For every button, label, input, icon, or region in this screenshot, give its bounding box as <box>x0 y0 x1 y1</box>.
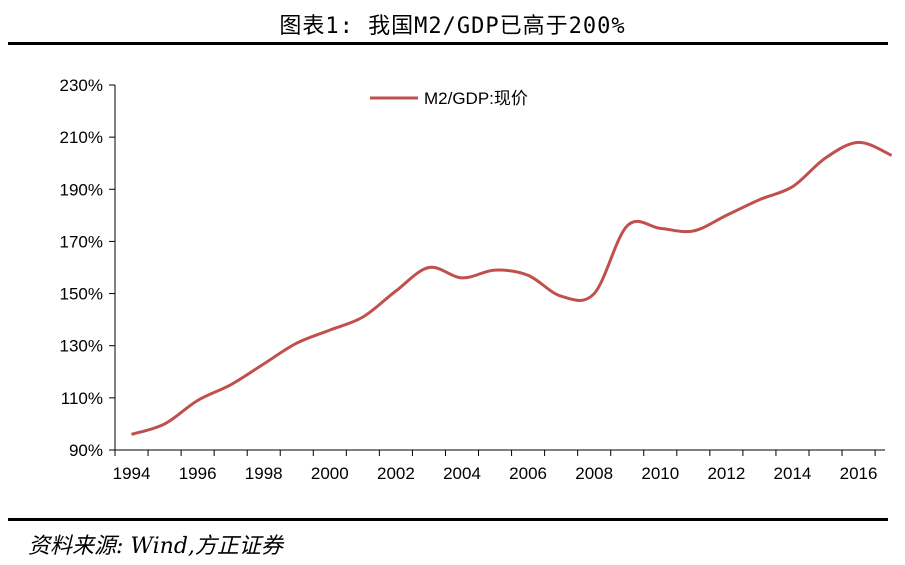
y-tick-label: 150% <box>60 285 103 304</box>
x-tick-label: 2008 <box>575 464 613 483</box>
x-tick-label: 2014 <box>774 464 812 483</box>
legend-label: M2/GDP:现价 <box>424 89 528 108</box>
x-tick-label: 1994 <box>113 464 151 483</box>
y-tick-label: 90% <box>69 441 103 460</box>
y-tick-label: 230% <box>60 76 103 95</box>
bottom-rule <box>8 518 888 521</box>
series-line <box>131 140 893 436</box>
y-axis-ticks: 90% 110% 130% 150% 170% 190% 210% 230% <box>60 76 115 460</box>
source-note: 资料来源: Wind,方正证券 <box>28 534 283 559</box>
x-tick-label: 2004 <box>443 464 481 483</box>
line-chart: 90% 110% 130% 150% 170% 190% 210% 230% 1994 1996… <box>60 76 893 483</box>
top-rule <box>8 42 888 45</box>
x-tick-label: 2006 <box>509 464 547 483</box>
y-tick-label: 190% <box>60 180 103 199</box>
x-tick-label: 2012 <box>707 464 745 483</box>
y-tick-label: 170% <box>60 232 103 251</box>
x-tick-label: 2000 <box>311 464 349 483</box>
x-tick-label: 2002 <box>377 464 415 483</box>
chart-title: 图表1: 我国M2/GDP已高于200% <box>279 14 626 39</box>
legend: M2/GDP:现价 <box>370 89 528 108</box>
y-tick-label: 130% <box>60 337 103 356</box>
x-tick-label: 2016 <box>840 464 878 483</box>
series-layer <box>131 140 893 436</box>
x-tick-label: 1998 <box>245 464 283 483</box>
y-tick-label: 210% <box>60 128 103 147</box>
x-axis-ticks: 1994 1996 1998 2000 2002 2004 2006 2008 2010 2012… <box>113 450 878 483</box>
axes <box>114 85 885 451</box>
y-tick-label: 110% <box>61 389 103 408</box>
x-tick-label: 2010 <box>641 464 679 483</box>
x-tick-label: 1996 <box>179 464 217 483</box>
